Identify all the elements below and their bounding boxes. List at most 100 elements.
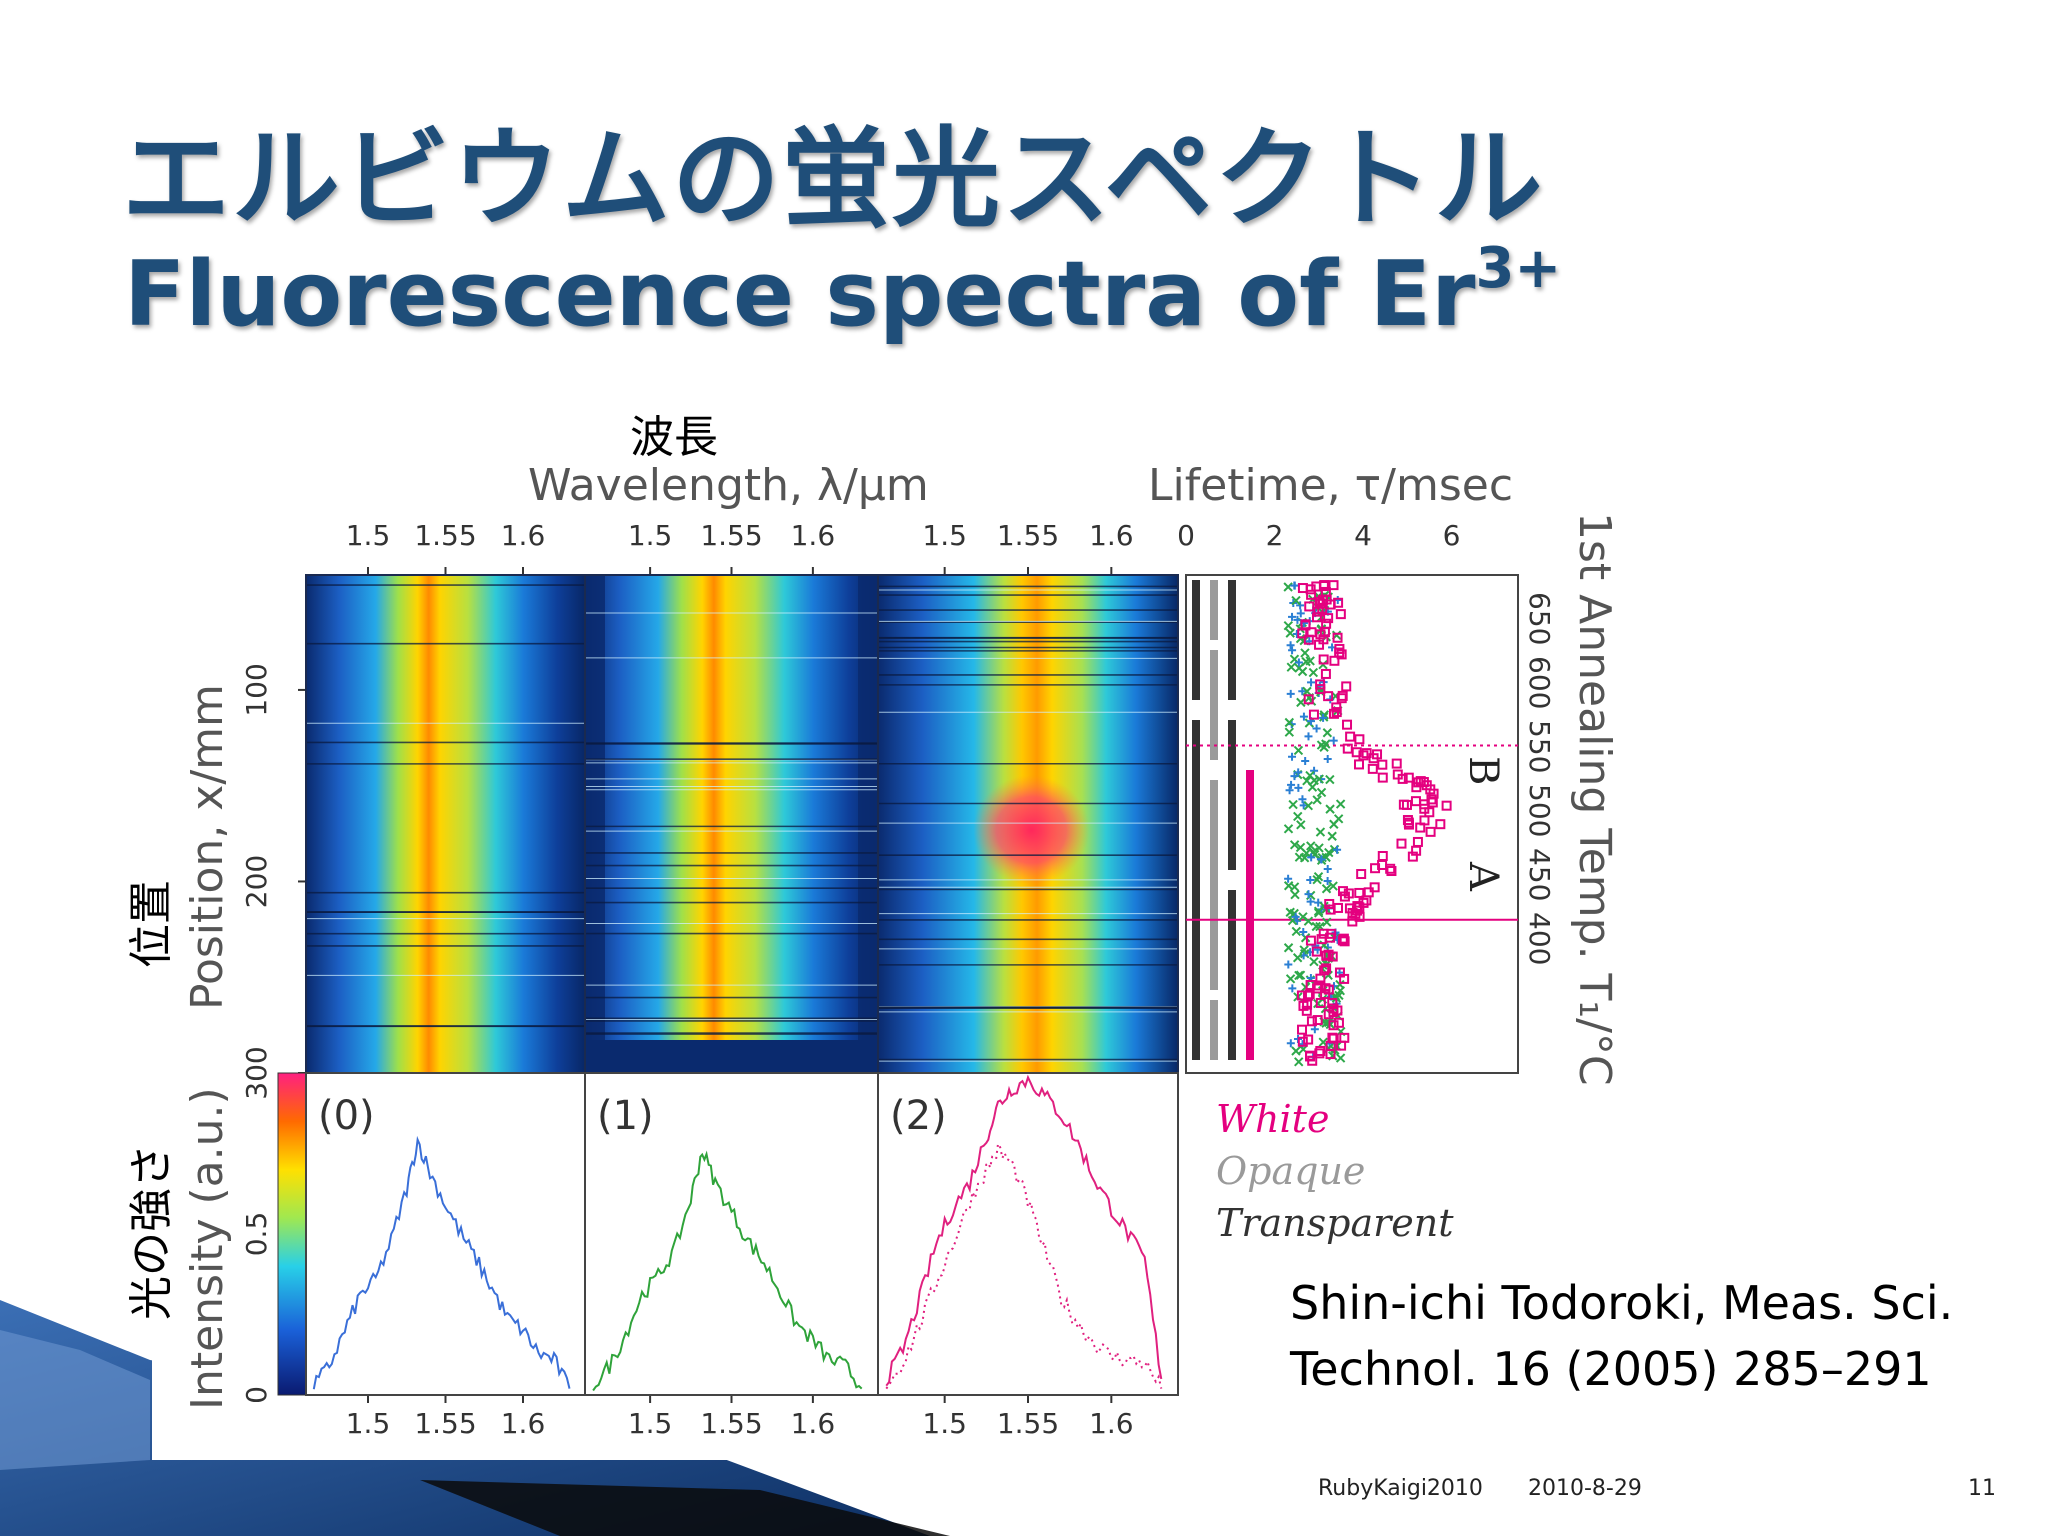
scatter-plus — [1291, 912, 1300, 921]
scatter-cross — [1283, 943, 1294, 953]
scatter-square — [1411, 782, 1422, 793]
scatter-square — [1320, 983, 1331, 994]
sample-type-bar — [1246, 770, 1254, 1060]
legend-white: White — [1216, 1097, 1329, 1141]
scatter-square — [1339, 1032, 1350, 1043]
scatter-cross — [1291, 595, 1301, 606]
scatter-cross — [1322, 917, 1332, 927]
position-ticks: 100 200 300 — [240, 663, 306, 1100]
scatter-square — [1353, 759, 1364, 770]
scatter-plus — [1287, 780, 1296, 789]
scatter-plus — [1288, 752, 1297, 761]
heatmap-panel-1-right-edge — [858, 575, 878, 1073]
heatmap-hotspot — [973, 775, 1090, 885]
citation-line-2: Technol. 16 (2005) 285–291 — [1290, 1342, 1932, 1396]
scatter-cross — [1291, 1046, 1301, 1056]
heatmap-panels — [305, 574, 1179, 1074]
title-en-text: Fluorescence spectra of Er — [124, 242, 1476, 347]
scatter-square — [1412, 836, 1423, 847]
scatter-square — [1305, 584, 1316, 595]
spectrum-panel-0 — [305, 1072, 586, 1396]
scatter-square — [1401, 799, 1412, 810]
scatter-square — [1320, 668, 1331, 679]
temperature-tick: 450 — [1523, 848, 1556, 901]
scatter-square — [1315, 629, 1326, 640]
heatmap-panel-0 — [306, 575, 585, 1073]
scatter-square — [1333, 597, 1344, 608]
scatter-cross — [1299, 945, 1309, 955]
scatter-square — [1386, 866, 1397, 877]
scatter-square — [1308, 709, 1319, 720]
wavelength-tick-top: 1.5 — [922, 519, 967, 552]
scatter-square — [1407, 851, 1418, 862]
wavelength-tick-top: 1.6 — [791, 519, 836, 552]
sample-type-bar — [1228, 720, 1236, 870]
scatter-cross — [1290, 889, 1300, 900]
scatter-square — [1311, 946, 1322, 957]
scatter-cross — [1309, 956, 1319, 967]
scatter-square — [1301, 1005, 1312, 1016]
wavelength-tick-bottom: 1.55 — [414, 1407, 476, 1440]
scatter-square — [1337, 886, 1348, 897]
spectra-panels: (0) (1) (2) — [305, 1072, 1179, 1396]
scatter-cross — [1297, 666, 1308, 677]
wavelength-tick-bottom: 1.5 — [346, 1407, 391, 1440]
scatter-cross — [1288, 799, 1298, 810]
scatter-square — [1317, 594, 1328, 605]
scatter-square — [1331, 707, 1342, 718]
scatter-plus — [1312, 724, 1321, 733]
scatter-square — [1327, 951, 1338, 962]
citation-line-1: Shin-ichi Todoroki, Meas. Sci. — [1290, 1276, 1954, 1330]
spectrum-panel-label-2: (2) — [890, 1093, 947, 1139]
scatter-plus — [1286, 1039, 1295, 1048]
scatter-square — [1303, 694, 1314, 705]
sample-type-bar — [1192, 580, 1200, 700]
jp-intensity-label: 光の強さ — [126, 1144, 177, 1320]
scatter-square — [1358, 750, 1369, 761]
scatter-square — [1372, 749, 1383, 760]
scatter-square — [1397, 773, 1408, 784]
scatter-square — [1336, 693, 1347, 704]
scatter-square — [1342, 719, 1353, 730]
scatter-plus — [1323, 877, 1332, 886]
lifetime-scatter — [1283, 580, 1452, 1067]
spectrum-panel-label-0: (0) — [318, 1093, 375, 1139]
scatter-plus — [1299, 712, 1308, 721]
slide-title-en: Fluorescence spectra of Er3+ — [124, 241, 1561, 348]
footer-event: RubyKaigi2010 — [1318, 1476, 1483, 1501]
scatter-plus — [1294, 783, 1303, 792]
scatter-square — [1315, 997, 1326, 1008]
lifetime-tick: 2 — [1266, 519, 1284, 552]
scatter-cross — [1300, 648, 1310, 658]
scatter-cross — [1298, 912, 1308, 922]
scatter-square — [1315, 684, 1326, 695]
slide-title-jp: エルビウムの蛍光スペクトル — [122, 117, 1545, 242]
scatter-square — [1345, 731, 1356, 742]
scatter-square — [1339, 936, 1350, 947]
scatter-cross — [1316, 740, 1327, 750]
scatter-square — [1354, 734, 1365, 745]
wavelength-tick-top: 1.55 — [997, 519, 1059, 552]
scatter-plus — [1323, 754, 1332, 763]
scatter-plus — [1288, 612, 1297, 621]
wavelength-axis-label: Wavelength, λ/μm — [528, 460, 929, 511]
scatter-plus — [1296, 601, 1305, 610]
scatter-plus — [1298, 687, 1307, 696]
scatter-square — [1306, 1016, 1317, 1027]
sample-type-bar — [1210, 780, 1218, 990]
scatter-square — [1300, 620, 1311, 631]
sample-type-bar — [1210, 1000, 1218, 1060]
scatter-cross — [1324, 847, 1334, 858]
scatter-square — [1356, 869, 1367, 880]
lifetime-panel-frame — [1185, 574, 1519, 1074]
scatter-plus — [1329, 736, 1338, 745]
scatter-plus — [1292, 630, 1301, 639]
position-tick: 300 — [240, 1046, 273, 1099]
scatter-square — [1306, 589, 1317, 600]
scatter-cross — [1314, 843, 1324, 853]
scatter-plus — [1317, 855, 1326, 864]
scatter-square — [1347, 916, 1358, 927]
scatter-plus — [1284, 960, 1293, 969]
scatter-cross — [1305, 656, 1315, 666]
scatter-square — [1318, 654, 1329, 665]
